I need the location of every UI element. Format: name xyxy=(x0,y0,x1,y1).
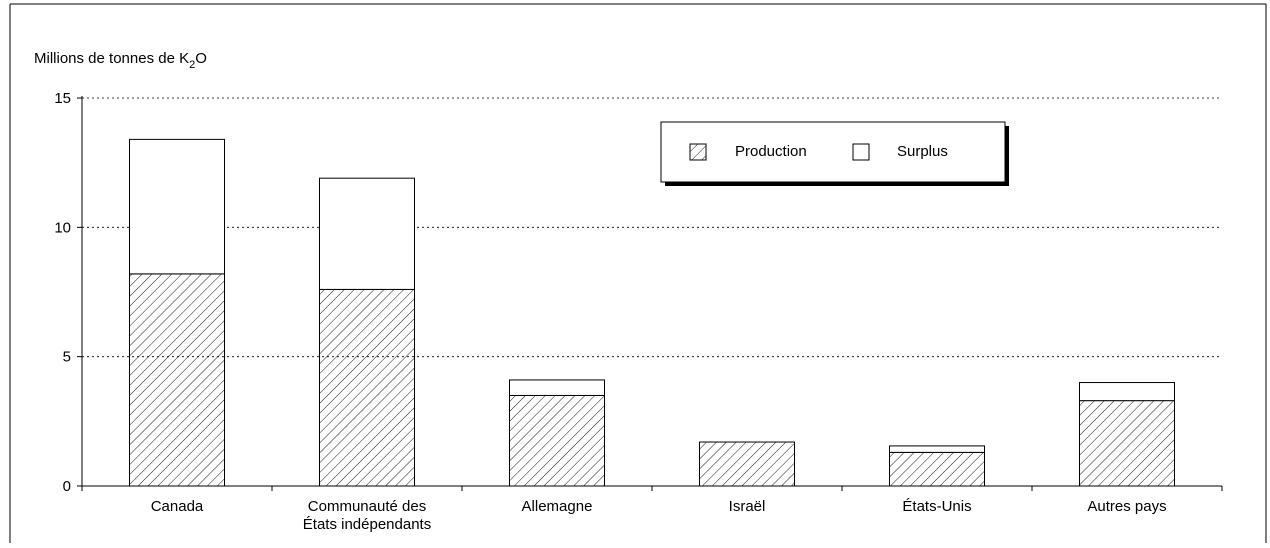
y-tick-label: 10 xyxy=(54,219,71,236)
grid-lines xyxy=(82,97,1222,358)
bar-surplus xyxy=(129,138,225,275)
x-tick-label: Canada xyxy=(151,498,204,515)
bar-surplus xyxy=(889,445,985,453)
bar-surplus xyxy=(1079,382,1175,402)
bar-production xyxy=(319,288,415,487)
bar-production xyxy=(129,273,225,487)
bar-production xyxy=(699,441,795,487)
legend-swatch-surplus xyxy=(852,143,870,161)
bar-production xyxy=(1079,400,1175,487)
x-tick-label: Allemagne xyxy=(522,498,593,515)
y-tick-label: 5 xyxy=(63,349,71,366)
legend-swatch-production xyxy=(689,143,707,161)
bars xyxy=(129,138,1175,487)
y-tick-label: 15 xyxy=(54,90,71,107)
bar-production xyxy=(889,451,985,487)
bar-surplus xyxy=(319,177,415,290)
bar-production xyxy=(509,394,605,487)
legend: Production Surplus xyxy=(660,121,1009,186)
legend-label-surplus: Surplus xyxy=(897,143,948,160)
x-tick-label: États-Unis xyxy=(902,498,971,515)
x-tick-label: Communauté des États indépendants xyxy=(303,498,431,533)
legend-label-production: Production xyxy=(735,143,807,160)
y-tick-label: 0 xyxy=(63,478,71,495)
x-axis: Canada Communauté des États indépendants Al… xyxy=(81,96,1223,533)
x-tick-label: Autres pays xyxy=(1087,498,1166,515)
x-tick-label: Israël xyxy=(729,498,766,515)
legend-box xyxy=(660,121,1006,183)
y-axis-label: Millions de tonnes de K2O xyxy=(34,50,207,71)
y-axis-ticks: 0 5 10 15 xyxy=(54,90,82,495)
bar-surplus xyxy=(509,379,605,396)
